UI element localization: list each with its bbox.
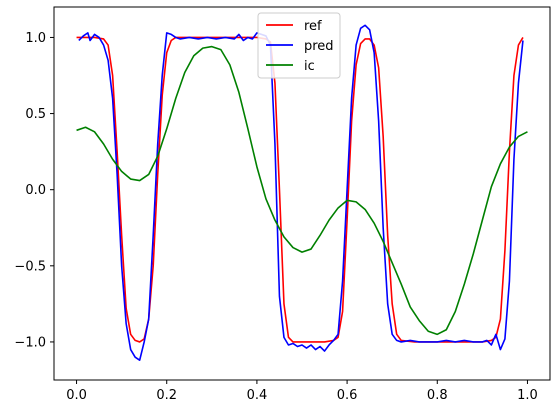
legend: ref pred ic [257, 12, 341, 79]
y-tick-label: 0.5 [25, 107, 46, 122]
x-tick-label: 0.4 [247, 388, 268, 403]
x-tick-label: 0.2 [156, 388, 177, 403]
axes-frame [53, 6, 551, 381]
x-tick-label: 0.0 [66, 388, 87, 403]
x-axis-ticks: 0.0 0.2 0.4 0.6 0.8 1.0 [66, 380, 538, 403]
legend-label-ic: ic [304, 59, 315, 74]
y-tick-label: −0.5 [14, 259, 46, 274]
legend-label-pred: pred [304, 39, 334, 54]
series-line-ic [76, 45, 528, 336]
y-tick-label: 0.0 [25, 183, 46, 198]
y-tick-label: −1.0 [14, 335, 46, 350]
series-line-pred [78, 24, 524, 362]
legend-label-ref: ref [304, 19, 322, 34]
x-tick-label: 0.8 [427, 388, 448, 403]
x-tick-label: 0.6 [337, 388, 358, 403]
legend-frame [257, 12, 341, 79]
y-axis-ticks: −1.0 −0.5 0.0 0.5 1.0 [14, 31, 54, 350]
series-layer [76, 24, 528, 362]
x-tick-label: 1.0 [517, 388, 538, 403]
y-tick-label: 1.0 [25, 31, 46, 46]
